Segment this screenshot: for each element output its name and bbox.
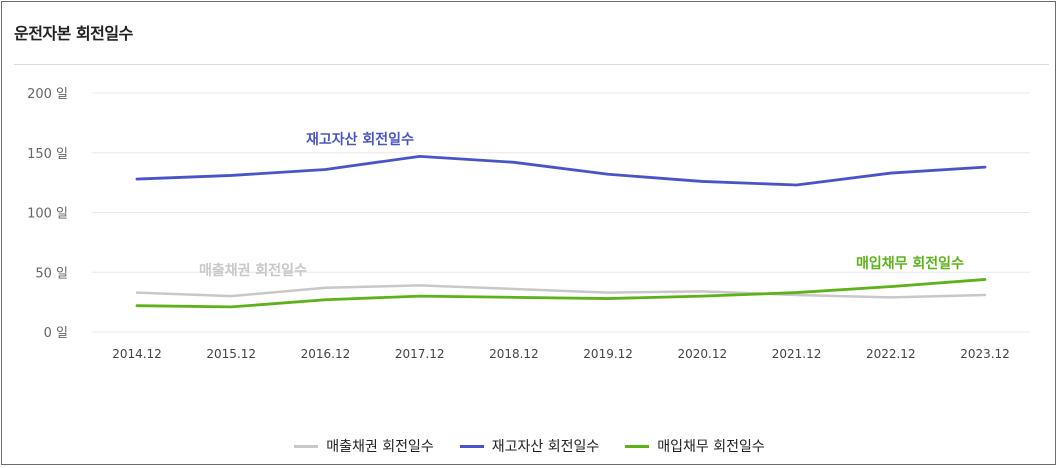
series-lines [135, 154, 987, 309]
legend-item[interactable]: 매입채무 회전일수 [625, 436, 765, 456]
x-tick-label: 2016.12 [301, 347, 351, 361]
chart-legend: 매출채권 회전일수 재고자산 회전일수 매입채무 회전일수 [0, 436, 1059, 456]
legend-swatch [459, 444, 484, 448]
title-divider [14, 64, 1049, 65]
grid-lines [92, 92, 1030, 333]
series-annotation: 매입채무 회전일수 [856, 255, 964, 272]
series-line [135, 278, 987, 309]
x-axis-ticks: 2014.12 2015.12 2016.12 2017.12 2018.12 2019.… [112, 347, 1010, 361]
legend-swatch [625, 444, 650, 448]
y-tick-label: 50 일 [35, 266, 68, 281]
series-annotation: 매출채권 회전일수 [199, 262, 307, 279]
legend-label: 재고자산 회전일수 [491, 439, 600, 455]
legend-label: 매출채권 회전일수 [326, 439, 434, 455]
x-tick-label: 2020.12 [678, 347, 728, 361]
legend-item[interactable]: 재고자산 회전일수 [459, 436, 600, 456]
x-tick-label: 2023.12 [960, 347, 1010, 361]
y-tick-label: 200 일 [27, 87, 68, 102]
x-tick-label: 2014.12 [112, 347, 162, 361]
x-tick-label: 2015.12 [206, 347, 256, 361]
x-tick-label: 2019.12 [583, 347, 633, 361]
series-annotation: 재고자산 회전일수 [306, 131, 414, 148]
series-line [135, 154, 987, 187]
x-tick-label: 2018.12 [489, 347, 539, 361]
y-axis-ticks: 0 일 50 일 100 일 150 일 200 일 [27, 87, 68, 341]
legend-swatch [294, 444, 319, 448]
x-tick-label: 2021.12 [772, 347, 822, 361]
y-tick-label: 150 일 [27, 147, 68, 162]
series-line [135, 284, 987, 299]
legend-item[interactable]: 매출채권 회전일수 [294, 436, 434, 456]
chart-title: 운전자본 회전일수 [14, 24, 133, 43]
legend-label: 매입채무 회전일수 [657, 439, 765, 455]
y-tick-label: 100 일 [27, 207, 68, 222]
y-tick-label: 0 일 [44, 326, 68, 341]
x-tick-label: 2017.12 [395, 347, 445, 361]
x-tick-label: 2022.12 [866, 347, 916, 361]
